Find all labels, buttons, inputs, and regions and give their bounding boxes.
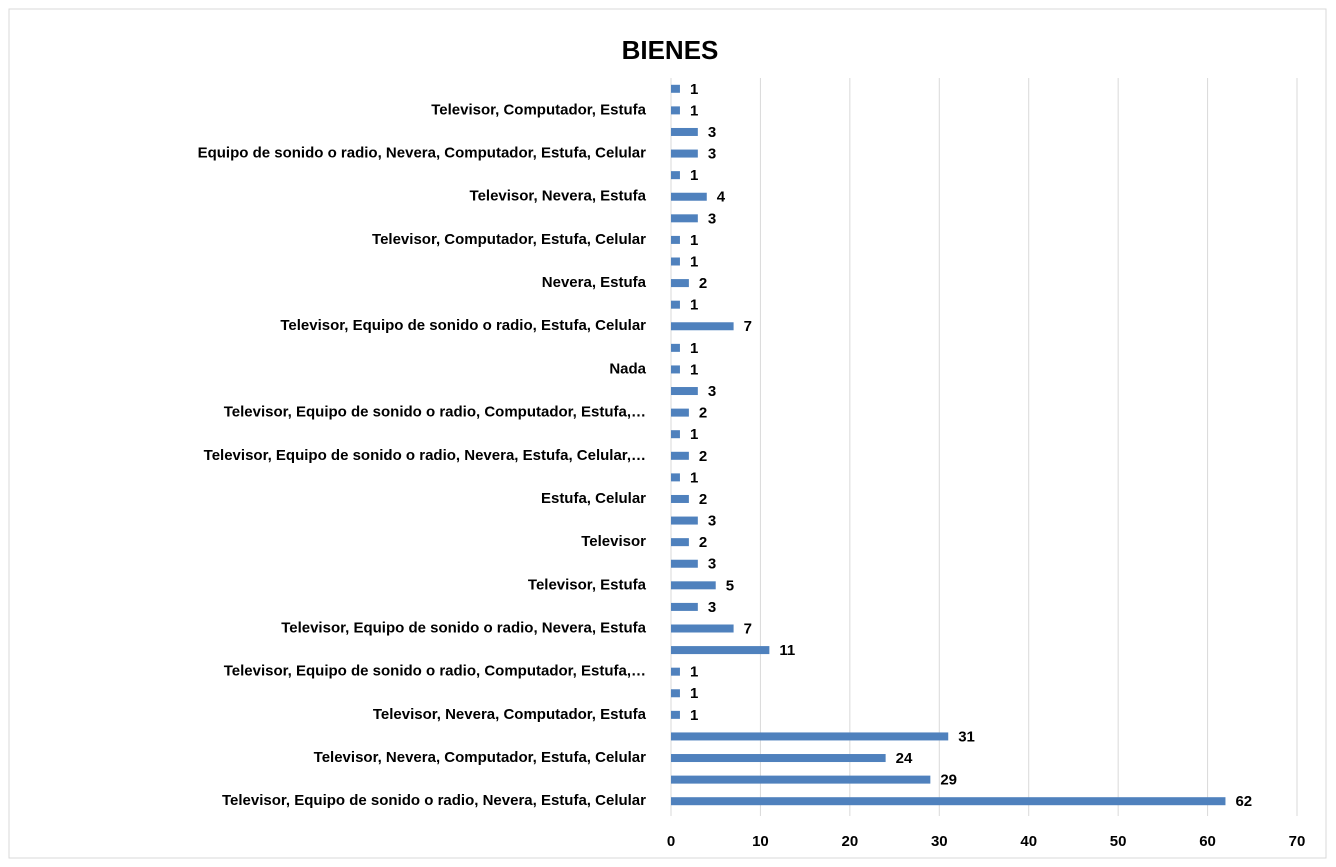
data-label: 1 <box>690 340 698 357</box>
data-label: 2 <box>699 534 707 551</box>
x-tick-label: 70 <box>1289 833 1306 850</box>
bar <box>671 667 680 676</box>
bar <box>671 192 707 201</box>
chart-border <box>8 8 1327 859</box>
data-label: 3 <box>708 513 716 530</box>
data-label: 1 <box>690 426 698 443</box>
data-label: 1 <box>690 102 698 119</box>
data-label: 3 <box>708 124 716 141</box>
data-label: 3 <box>708 599 716 616</box>
bar <box>671 559 698 568</box>
data-label: 1 <box>690 361 698 378</box>
data-label: 11 <box>779 642 795 659</box>
data-label: 24 <box>896 750 913 767</box>
y-tick-label: Televisor, Estufa <box>528 576 647 593</box>
bar <box>671 127 698 136</box>
y-tick-label: Televisor <box>581 533 646 550</box>
bar <box>671 473 680 482</box>
bar <box>671 797 1226 806</box>
chart-title: BIENES <box>622 35 719 65</box>
x-tick-label: 40 <box>1020 833 1037 850</box>
x-tick-label: 20 <box>842 833 859 850</box>
y-tick-label: Nada <box>609 360 646 377</box>
data-label: 4 <box>717 189 726 206</box>
bar <box>671 516 698 525</box>
y-tick-label: Televisor, Equipo de sonido o radio, Com… <box>224 663 646 680</box>
data-label: 2 <box>699 405 707 422</box>
y-tick-label: Televisor, Equipo de sonido o radio, Nev… <box>204 447 646 464</box>
data-label: 2 <box>699 448 707 465</box>
data-label: 31 <box>958 728 975 745</box>
bar <box>671 646 770 655</box>
data-label: 2 <box>699 491 707 508</box>
x-tick-label: 50 <box>1110 833 1127 850</box>
bar <box>671 430 680 439</box>
bar <box>671 279 689 288</box>
bar <box>671 300 680 309</box>
data-label: 1 <box>690 469 698 486</box>
y-tick-label: Televisor, Equipo de sonido o radio, Com… <box>224 404 646 421</box>
y-tick-label: Televisor, Computador, Estufa, Celular <box>372 231 646 248</box>
y-tick-label: Televisor, Nevera, Computador, Estufa <box>373 706 647 723</box>
y-tick-label: Televisor, Nevera, Estufa <box>470 188 647 205</box>
bar <box>671 387 698 396</box>
bar <box>671 732 949 741</box>
data-label: 1 <box>690 81 698 98</box>
bar <box>671 171 680 180</box>
bar <box>671 235 680 244</box>
data-label: 1 <box>690 685 698 702</box>
bar <box>671 689 680 698</box>
bar <box>671 214 698 223</box>
bar <box>671 451 689 460</box>
data-label: 2 <box>699 275 707 292</box>
x-tick-label: 10 <box>752 833 769 850</box>
bar <box>671 149 698 158</box>
bar <box>671 754 886 763</box>
data-label: 3 <box>708 146 716 163</box>
bar <box>671 408 689 417</box>
data-label: 7 <box>744 318 752 335</box>
y-tick-label: Equipo de sonido o radio, Nevera, Comput… <box>198 145 647 162</box>
bar <box>671 84 680 93</box>
data-label: 1 <box>690 664 698 681</box>
y-tick-label: Estufa, Celular <box>541 490 646 507</box>
y-tick-label: Nevera, Estufa <box>542 274 647 291</box>
data-label: 1 <box>690 167 698 184</box>
y-tick-label: Televisor, Nevera, Computador, Estufa, C… <box>314 749 646 766</box>
x-tick-label: 60 <box>1199 833 1216 850</box>
bar <box>671 710 680 719</box>
bar <box>671 624 734 633</box>
data-label: 3 <box>708 210 716 227</box>
data-label: 5 <box>726 577 734 594</box>
bar <box>671 106 680 115</box>
data-label: 29 <box>940 772 957 789</box>
y-tick-label: Televisor, Equipo de sonido o radio, Nev… <box>222 792 646 809</box>
y-tick-label: Televisor, Computador, Estufa <box>431 101 646 118</box>
bar <box>671 343 680 352</box>
bar <box>671 775 931 784</box>
x-tick-label: 0 <box>667 833 675 850</box>
data-label: 7 <box>744 620 752 637</box>
bar <box>671 494 689 503</box>
x-tick-label: 30 <box>931 833 948 850</box>
data-label: 3 <box>708 383 716 400</box>
bar <box>671 257 680 266</box>
data-label: 3 <box>708 556 716 573</box>
data-label: 62 <box>1235 793 1252 810</box>
data-label: 1 <box>690 253 698 270</box>
bar <box>671 322 734 331</box>
y-tick-label: Televisor, Equipo de sonido o radio, Est… <box>280 317 646 334</box>
bar <box>671 602 698 611</box>
bar <box>671 365 680 374</box>
bar <box>671 581 716 590</box>
bar <box>671 538 689 547</box>
y-tick-label: Televisor, Equipo de sonido o radio, Nev… <box>281 619 646 636</box>
data-label: 1 <box>690 707 698 724</box>
data-label: 1 <box>690 232 698 249</box>
data-label: 1 <box>690 297 698 314</box>
